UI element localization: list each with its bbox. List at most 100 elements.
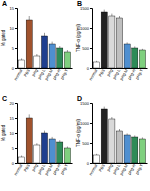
axis-line: [15, 104, 18, 164]
error-bar: [96, 61, 97, 62]
panel: 0 5 10 15 normalPBSpHgpHg-LpHg-MpHg-HpHg-T % …: [1, 0, 73, 81]
panel: 05101520normalPBSpHgpHg-LpHg-MpHg-HpHg-T…: [1, 95, 73, 176]
bar: [132, 137, 138, 163]
tick-mark: [90, 28, 92, 29]
tick: 15: [10, 6, 17, 11]
error-bar: [134, 135, 135, 137]
panel-title: D: [77, 95, 82, 102]
error-bar: [111, 117, 112, 119]
bar: [101, 109, 107, 163]
y-axis: 050010001500: [80, 6, 92, 71]
error-bar: [36, 143, 37, 145]
bar: [124, 135, 130, 163]
error-bar: [36, 54, 37, 56]
tick-mark: [15, 163, 17, 164]
tick: pHg-T: [134, 68, 144, 81]
bar: [132, 48, 138, 68]
tick: 5: [12, 46, 17, 51]
tick-label: 10: [10, 131, 15, 136]
bars: [19, 114, 71, 163]
tick: 0: [87, 66, 92, 71]
bar: [19, 60, 25, 68]
tick-mark: [15, 148, 17, 149]
panel: 050010001500normalPBSpHgpHg-LpHg-MpHg-Hp…: [76, 0, 148, 81]
tick-mark: [90, 48, 92, 49]
tick-label: 500: [82, 141, 89, 146]
tick-mark: [90, 143, 92, 144]
tick-label: 0: [12, 66, 15, 71]
tick-label: 15: [10, 6, 15, 11]
tick-label: 20: [10, 101, 15, 106]
x-axis: normalPBSpHgpHg-LpHg-MpHg-HpHg-T: [13, 67, 73, 81]
x-axis: normalPBSpHgpHg-LpHg-MpHg-HpHg-T: [88, 162, 148, 176]
error-bar: [119, 16, 120, 18]
error-bar: [44, 33, 45, 36]
error-bar: [29, 114, 30, 118]
bar: [109, 16, 115, 68]
tick: 0: [87, 161, 92, 166]
tick-mark: [90, 123, 92, 124]
tick-label: 5: [12, 46, 15, 51]
y-label: % gated: [1, 29, 6, 46]
error-bar: [104, 107, 105, 109]
error-bar: [142, 137, 143, 139]
tick: PBS: [98, 163, 106, 173]
tick-label: 1000: [80, 26, 90, 31]
tick: 500: [82, 46, 92, 51]
bar: [26, 20, 32, 68]
tick: 15: [10, 116, 17, 121]
bar: [124, 44, 130, 68]
error-bar: [119, 129, 120, 131]
error-bar: [96, 154, 97, 155]
bars: [94, 107, 146, 163]
tick: 1000: [80, 26, 92, 31]
bar: [64, 52, 70, 68]
error-bar: [21, 58, 22, 60]
tick: 1000: [80, 121, 92, 126]
error-bar: [29, 16, 30, 20]
figure: 0 5 10 15 normalPBSpHgpHg-LpHg-MpHg-HpHg-T % …: [0, 0, 150, 191]
error-bar: [134, 46, 135, 48]
bar: [139, 50, 145, 68]
tick-mark: [15, 48, 17, 49]
tick-label: 10: [10, 26, 15, 31]
bar: [34, 56, 40, 68]
bar: [41, 36, 47, 68]
tick-mark: [15, 8, 17, 9]
bar: [19, 157, 25, 163]
bar: [116, 131, 122, 163]
bar: [64, 148, 70, 163]
tick: 0: [12, 161, 17, 166]
y-label: TNF-α (pg/ml): [76, 118, 81, 147]
tick: 10: [10, 131, 17, 136]
tick-label: 0: [12, 161, 15, 166]
tick: pHg-T: [134, 163, 144, 176]
tick: 0: [12, 66, 17, 71]
bar: [26, 118, 32, 163]
tick-mark: [15, 28, 17, 29]
bar: [49, 44, 55, 68]
x-axis: normalPBSpHgpHg-LpHg-MpHg-HpHg-T: [88, 67, 148, 81]
tick-label: 0: [87, 161, 90, 166]
tick-label: pHg-T: [134, 163, 144, 176]
tick-label: PBS: [23, 163, 31, 173]
error-bar: [104, 10, 105, 12]
tick-label: PBS: [98, 163, 106, 173]
y-label: TNF-α (pg/ml): [76, 23, 81, 52]
error-bar: [59, 46, 60, 48]
x-axis: normalPBSpHgpHg-LpHg-MpHg-HpHg-T: [13, 162, 73, 176]
error-bar: [21, 156, 22, 158]
y-axis: 05101520: [10, 101, 18, 166]
bar: [94, 62, 100, 68]
tick-mark: [90, 8, 92, 9]
tick-label: PBS: [23, 68, 31, 78]
bar: [34, 145, 40, 163]
tick-mark: [15, 68, 17, 69]
y-label: % gated: [1, 124, 6, 141]
bar: [94, 155, 100, 163]
y-axis: 050010001500: [80, 101, 92, 166]
bar: [49, 139, 55, 163]
error-bar: [127, 133, 128, 135]
tick: pHg-T: [59, 68, 69, 81]
tick: pHg-T: [59, 163, 69, 176]
